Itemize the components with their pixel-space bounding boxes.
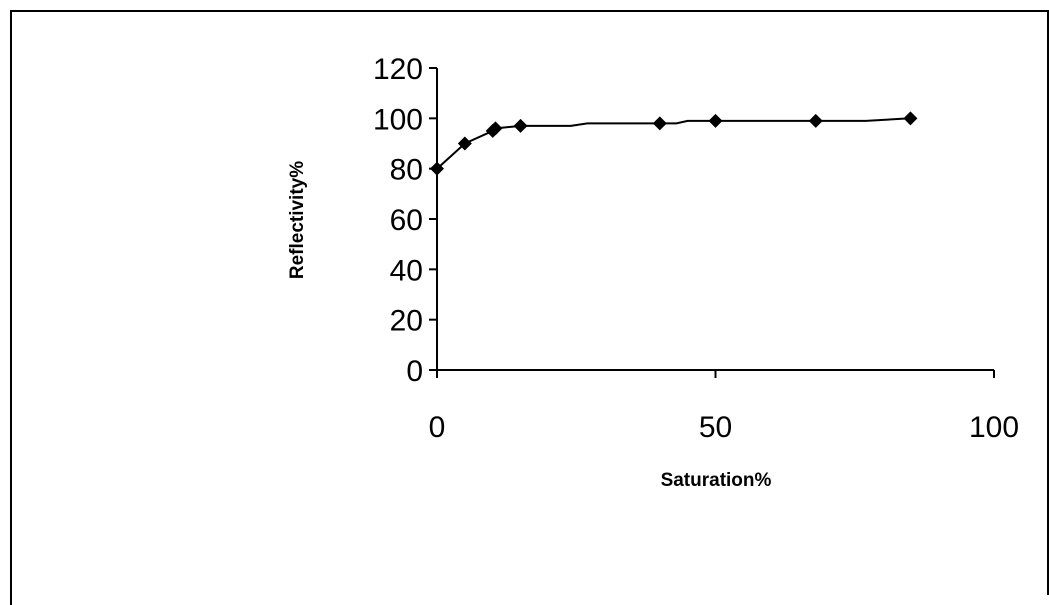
data-point-marker: [903, 111, 918, 126]
plot-area: [430, 111, 918, 176]
data-point-marker: [513, 118, 528, 133]
y-tick-label: 20: [390, 305, 423, 338]
chart-frame: [10, 10, 1049, 605]
data-point-marker: [488, 121, 503, 136]
y-axis-title: Reflectivity%: [287, 161, 308, 279]
x-tick-label: 50: [699, 411, 732, 444]
axes: [429, 67, 995, 378]
y-tick-label: 60: [390, 204, 423, 237]
data-point-marker: [457, 136, 472, 151]
data-point-marker: [708, 113, 723, 128]
y-tick-label: 80: [390, 154, 423, 187]
y-tick-label: 40: [390, 254, 423, 287]
y-tick-label: 120: [373, 53, 423, 86]
data-point-marker: [808, 113, 823, 128]
data-point-marker: [430, 161, 444, 176]
y-tick-label: 0: [406, 355, 423, 388]
data-point-marker: [652, 116, 667, 131]
x-tick-label: 100: [969, 411, 1019, 444]
y-tick-label: 100: [373, 103, 423, 136]
series-line: [436, 117, 911, 170]
tick-labels: 0 20 40 60 80 100 120 0 50 100: [373, 53, 1019, 444]
x-axis-title: Saturation%: [661, 470, 772, 491]
x-tick-label: 0: [429, 411, 446, 444]
